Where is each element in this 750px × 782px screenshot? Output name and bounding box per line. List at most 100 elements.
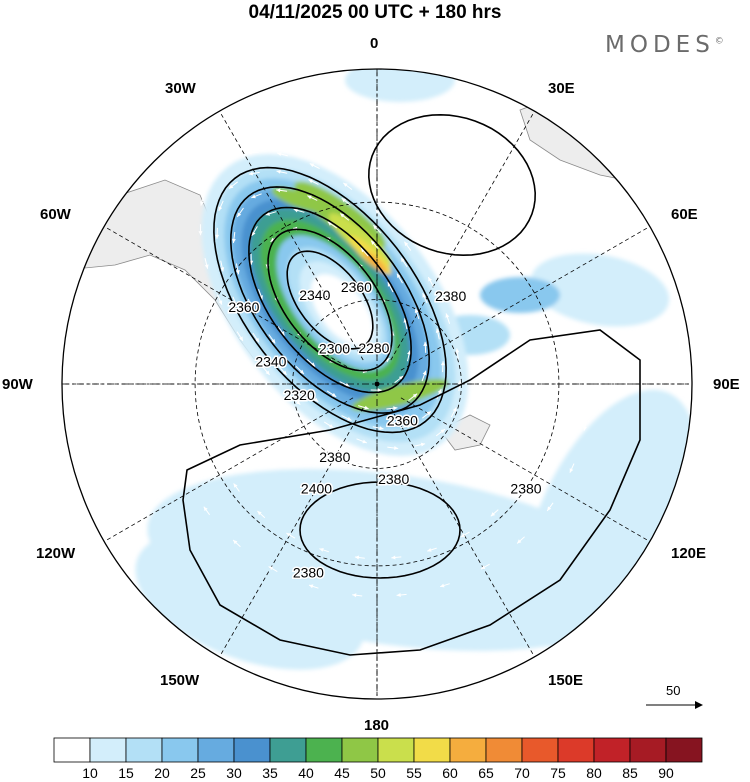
wind-vector-head-110 xyxy=(319,548,324,552)
wind-vector-head-55 xyxy=(215,234,220,239)
contour-label-0: 2340 xyxy=(299,287,330,303)
wind-vector-head-33 xyxy=(249,304,253,309)
lon-label-60e: 60E xyxy=(671,206,698,223)
map-boundary xyxy=(61,68,693,700)
lon-label-30e: 30E xyxy=(548,80,575,97)
wind-vector-head-73 xyxy=(296,400,301,405)
wind-vector-head-30 xyxy=(331,392,337,397)
wind-vector-head-62 xyxy=(373,225,378,230)
wind-vector-head-101 xyxy=(480,565,486,570)
meridian-330 xyxy=(219,110,364,361)
wind-vector-head-51 xyxy=(282,370,287,375)
wind-vector-head-28 xyxy=(393,406,398,411)
wind-vector-head-12 xyxy=(398,376,404,380)
wind-vector-head-74 xyxy=(265,370,270,375)
wind-vector-head-36 xyxy=(237,212,242,217)
wind-vector-head-38 xyxy=(276,188,281,193)
colorbar-box-6 xyxy=(269,737,307,763)
wind-vector-head-40 xyxy=(340,213,345,218)
polar-map[interactable]: 2340 2360 2300 2280 2380 2360 2340 2320 2360 2380… xyxy=(0,0,750,735)
colorbar-label-10: 60 xyxy=(442,765,458,781)
wind-vector-head-68 xyxy=(440,429,445,434)
colorbar-box-10 xyxy=(413,737,451,763)
lon-label-120e: 120E xyxy=(671,545,707,562)
colorbar-label-3: 25 xyxy=(190,765,206,781)
colorbar-label-15: 85 xyxy=(622,765,638,781)
wind-vector-head-67 xyxy=(437,389,442,394)
wind-vector-head-57 xyxy=(229,184,234,189)
wind-vector-head-77 xyxy=(204,264,209,269)
wind-vector-head-32 xyxy=(271,339,276,344)
colorbar-box-7 xyxy=(305,737,343,763)
colorbar-label-6: 40 xyxy=(298,765,314,781)
colorbar-box-16 xyxy=(629,737,667,763)
shade-north-patch xyxy=(345,69,455,102)
wind-vector-head-88 xyxy=(428,277,432,282)
lon-label-90w: 90W xyxy=(2,376,33,393)
wind-vector-head-63 xyxy=(401,257,405,263)
wind-vector-head-41 xyxy=(371,240,376,245)
colorbar-box-2 xyxy=(125,737,163,763)
contour-label-1: 2360 xyxy=(341,279,372,295)
wind-vector-head-104 xyxy=(427,548,432,552)
colorbar-box-8 xyxy=(341,737,379,763)
wind-vector-head-48 xyxy=(379,426,384,431)
wind-vector-head-54 xyxy=(220,267,225,272)
wind-vector-head-95 xyxy=(569,468,574,473)
contour-2400 xyxy=(299,481,461,579)
wind-vector-head-71 xyxy=(362,439,367,444)
wind-vector-head-16 xyxy=(280,331,285,336)
wind-vector-head-49 xyxy=(347,416,352,421)
lon-label-60w: 60W xyxy=(40,206,71,223)
wind-vector-head-87 xyxy=(404,241,409,247)
vector-scale-label: 50 xyxy=(666,683,681,698)
contour-2360 xyxy=(213,166,447,434)
shade-max-5 xyxy=(271,187,329,213)
wind-vector-head-26 xyxy=(407,350,411,355)
wind-vector-head-13 xyxy=(377,388,382,393)
contour-label-3: 2280 xyxy=(358,340,389,356)
wind-vector-head-97 xyxy=(547,506,552,511)
wind-vector-head-85 xyxy=(343,182,348,187)
wind-vector-head-112 xyxy=(286,533,291,537)
wind-vector-head-45 xyxy=(422,370,427,376)
brand-name: MODES xyxy=(605,32,715,58)
wind-vector-head-42 xyxy=(397,273,401,278)
wind-vector-head-43 xyxy=(414,308,419,313)
wind-vector-head-69 xyxy=(420,442,426,447)
colorbar-label-11: 65 xyxy=(478,765,494,781)
wind-vector-head-109 xyxy=(309,584,314,589)
wind-vector-head-72 xyxy=(329,424,334,428)
wind-vector-head-50 xyxy=(313,397,319,402)
wind-vector-head-105 xyxy=(396,593,401,597)
wind-vector-head-37 xyxy=(251,194,256,199)
wind-vector-head-70 xyxy=(394,446,399,450)
meridian-30 xyxy=(390,110,535,361)
colorbar-box-15 xyxy=(593,737,631,763)
lon-label-150w: 150W xyxy=(160,672,200,689)
wind-vector-head-114 xyxy=(257,511,262,516)
wind-vector-head-59 xyxy=(276,169,281,174)
colorbar-box-12 xyxy=(485,737,523,763)
colorbar-box-11 xyxy=(449,737,487,763)
wind-vector-head-20 xyxy=(265,211,270,216)
shade-core-center xyxy=(310,274,374,346)
wind-vector-head-79 xyxy=(200,201,204,206)
contour-label-4: 2380 xyxy=(435,288,466,304)
wind-vector-head-100 xyxy=(490,512,496,517)
lon-label-30w: 30W xyxy=(165,80,196,97)
wind-vector-head-75 xyxy=(239,336,243,341)
contour-label-7: 2320 xyxy=(284,387,315,403)
brand-logo: MODES© xyxy=(605,32,724,58)
wind-vector-head-81 xyxy=(224,159,229,163)
wind-vector-head-60 xyxy=(308,179,313,184)
colorbar-label-16: 90 xyxy=(658,765,674,781)
wind-vector-head-44 xyxy=(423,341,428,346)
wind-vector-head-24 xyxy=(387,282,392,287)
wind-vector-head-61 xyxy=(341,198,347,203)
contour-2340 xyxy=(229,186,431,414)
contour-label-13: 2380 xyxy=(293,565,324,581)
wind-vector-head-21 xyxy=(293,208,298,213)
lon-label-0: 0 xyxy=(370,35,379,52)
wind-vector-head-117 xyxy=(181,468,186,473)
